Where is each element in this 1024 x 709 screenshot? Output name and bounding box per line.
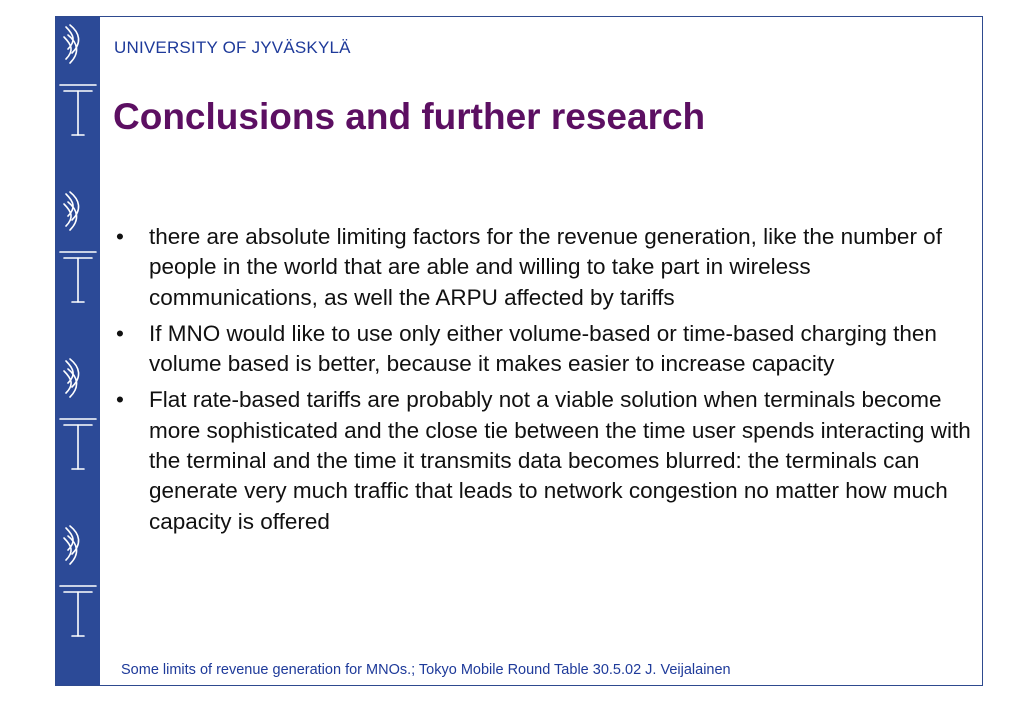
bullet-text: If MNO would like to use only either vol…: [149, 320, 937, 377]
bullet-text: there are absolute limiting factors for …: [149, 224, 942, 310]
slide-footer: Some limits of revenue generation for MN…: [121, 662, 731, 678]
bullet-text: Flat rate-based tariffs are probably not…: [149, 387, 971, 534]
bullet-list: • there are absolute limiting factors fo…: [114, 222, 974, 543]
bullet-item: • Flat rate-based tariffs are probably n…: [114, 385, 974, 536]
bullet-item: • If MNO would like to use only either v…: [114, 319, 974, 380]
university-emblem-icon: [59, 24, 97, 637]
bullet-marker: •: [116, 387, 124, 413]
bullet-marker: •: [116, 224, 124, 249]
bullet-item: • there are absolute limiting factors fo…: [114, 222, 974, 313]
bullet-marker: •: [116, 320, 124, 346]
slide-title: Conclusions and further research: [113, 96, 706, 137]
slide-frame: UNIVERSITY OF JYVÄSKYLÄ Conclusions and …: [55, 16, 983, 686]
sidebar-emblem-strip: [56, 17, 100, 685]
university-name: UNIVERSITY OF JYVÄSKYLÄ: [114, 38, 351, 57]
